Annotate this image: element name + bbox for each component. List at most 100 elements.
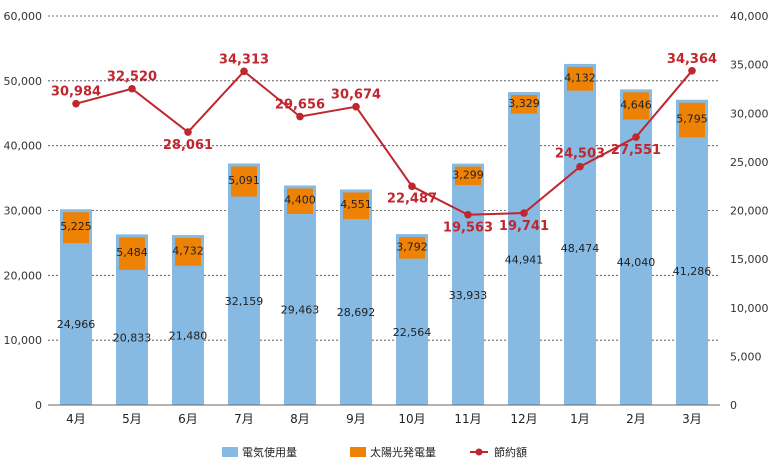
savings-value-label: 28,061 [163, 138, 213, 153]
bar-solar [119, 237, 145, 270]
usage-value-label: 32,159 [225, 295, 264, 308]
savings-point [632, 133, 640, 141]
legend-swatch-usage [222, 447, 238, 457]
solar-value-label: 3,299 [452, 168, 484, 181]
usage-value-label: 24,966 [57, 318, 96, 331]
x-category-label: 11月 [454, 412, 481, 426]
y-right-tick-label: 15,000 [730, 253, 769, 266]
x-category-label: 9月 [346, 412, 366, 426]
legend-swatch-solar [350, 447, 366, 457]
solar-value-label: 4,132 [564, 71, 596, 84]
y-left-tick-label: 50,000 [4, 75, 43, 88]
y-right-tick-label: 40,000 [730, 10, 769, 23]
usage-value-label: 21,480 [169, 329, 208, 342]
x-category-label: 4月 [66, 412, 86, 426]
savings-point [296, 112, 304, 121]
solar-value-label: 4,551 [340, 198, 372, 211]
usage-value-label: 48,474 [561, 242, 600, 255]
savings-point [240, 67, 248, 76]
solar-value-label: 5,225 [60, 220, 92, 233]
legend-label-solar: 太陽光発電量 [370, 445, 436, 459]
y-left-tick-label: 30,000 [4, 205, 43, 218]
y-right-tick-label: 10,000 [730, 302, 769, 315]
savings-point [464, 210, 472, 219]
bar-solar [567, 66, 593, 91]
gridlines [48, 15, 720, 341]
legend-label-usage: 電気使用量 [242, 445, 297, 459]
solar-value-label: 3,329 [508, 97, 540, 110]
usage-value-label: 44,040 [617, 256, 656, 269]
legend-label-savings: 節約額 [494, 445, 527, 459]
solar-value-label: 4,400 [284, 194, 316, 207]
savings-point [352, 102, 360, 111]
savings-value-label: 30,674 [331, 88, 381, 103]
y-right-tick-label: 25,000 [730, 156, 769, 169]
bar-solar [63, 212, 89, 244]
savings-value-label: 34,313 [219, 52, 269, 67]
savings-point [576, 162, 584, 171]
x-category-label: 3月 [682, 412, 702, 426]
bar-usage [284, 185, 316, 405]
usage-value-label: 41,286 [673, 265, 712, 278]
usage-value-label: 22,564 [393, 326, 432, 339]
bar-usage [452, 163, 484, 405]
y-left-tick-label: 10,000 [4, 334, 43, 347]
savings-line: 30,984 32,520 28,061 34,313 29,656 30,674 22,4… [51, 52, 717, 236]
axes: 0 10,000 20,000 30,000 40,000 50,000 60,000 0 5,… [4, 10, 769, 426]
bar-solar [175, 238, 201, 266]
x-category-label: 1月 [570, 412, 590, 426]
solar-value-label: 5,795 [676, 113, 708, 126]
y-left-tick-label: 0 [35, 399, 42, 412]
savings-point [688, 67, 696, 75]
solar-value-label: 5,091 [228, 174, 260, 187]
usage-value-label: 44,941 [505, 253, 544, 266]
bars [60, 63, 708, 406]
savings-value-label: 27,551 [611, 143, 661, 158]
y-right-tick-label: 20,000 [730, 205, 769, 218]
savings-point [128, 84, 136, 93]
y-left-tick-label: 60,000 [4, 10, 43, 23]
x-category-label: 7月 [234, 412, 254, 426]
legend: 電気使用量 太陽光発電量 節約額 [222, 445, 527, 459]
bar-solar [623, 92, 649, 120]
savings-point [520, 209, 528, 217]
y-right-tick-label: 30,000 [730, 107, 769, 120]
y-right-tick-label: 35,000 [730, 59, 769, 72]
bar-solar [231, 166, 257, 197]
solar-value-label: 3,792 [396, 240, 428, 253]
bar-solar [287, 188, 313, 214]
y-right-tick-label: 0 [730, 399, 737, 412]
x-category-label: 10月 [398, 412, 425, 426]
bar-usage [396, 234, 428, 405]
bar-solar [399, 237, 425, 259]
bar-solar [455, 166, 481, 186]
x-category-label: 5月 [122, 412, 142, 426]
usage-value-label: 29,463 [281, 303, 320, 316]
savings-value-label: 29,656 [275, 98, 325, 113]
x-category-label: 6月 [178, 412, 198, 426]
solar-value-label: 4,732 [172, 244, 204, 257]
savings-polyline [75, 69, 693, 216]
y-left-tick-label: 20,000 [4, 269, 43, 282]
savings-point [72, 99, 80, 108]
savings-value-label: 19,563 [443, 221, 493, 236]
bar-usage [564, 63, 596, 405]
bar-usage [228, 163, 260, 405]
savings-value-label: 30,984 [51, 85, 101, 100]
savings-point [184, 128, 192, 136]
bar-usage [676, 99, 708, 406]
solar-value-label: 4,646 [620, 98, 652, 111]
usage-value-label: 33,933 [449, 289, 488, 302]
x-category-label: 12月 [510, 412, 537, 426]
bar-labels: 5,225 24,966 5,484 20,833 4,732 21,480 5,091 32… [57, 71, 712, 344]
usage-value-label: 28,692 [337, 306, 376, 319]
savings-value-label: 19,741 [499, 219, 549, 234]
y-right-tick-label: 5,000 [730, 350, 762, 363]
y-left-tick-label: 40,000 [4, 140, 43, 153]
usage-value-label: 20,833 [113, 331, 152, 344]
savings-value-label: 24,503 [555, 147, 605, 162]
bar-solar [343, 192, 369, 219]
legend-swatch-savings-dot [475, 448, 483, 456]
x-category-label: 8月 [290, 412, 310, 426]
